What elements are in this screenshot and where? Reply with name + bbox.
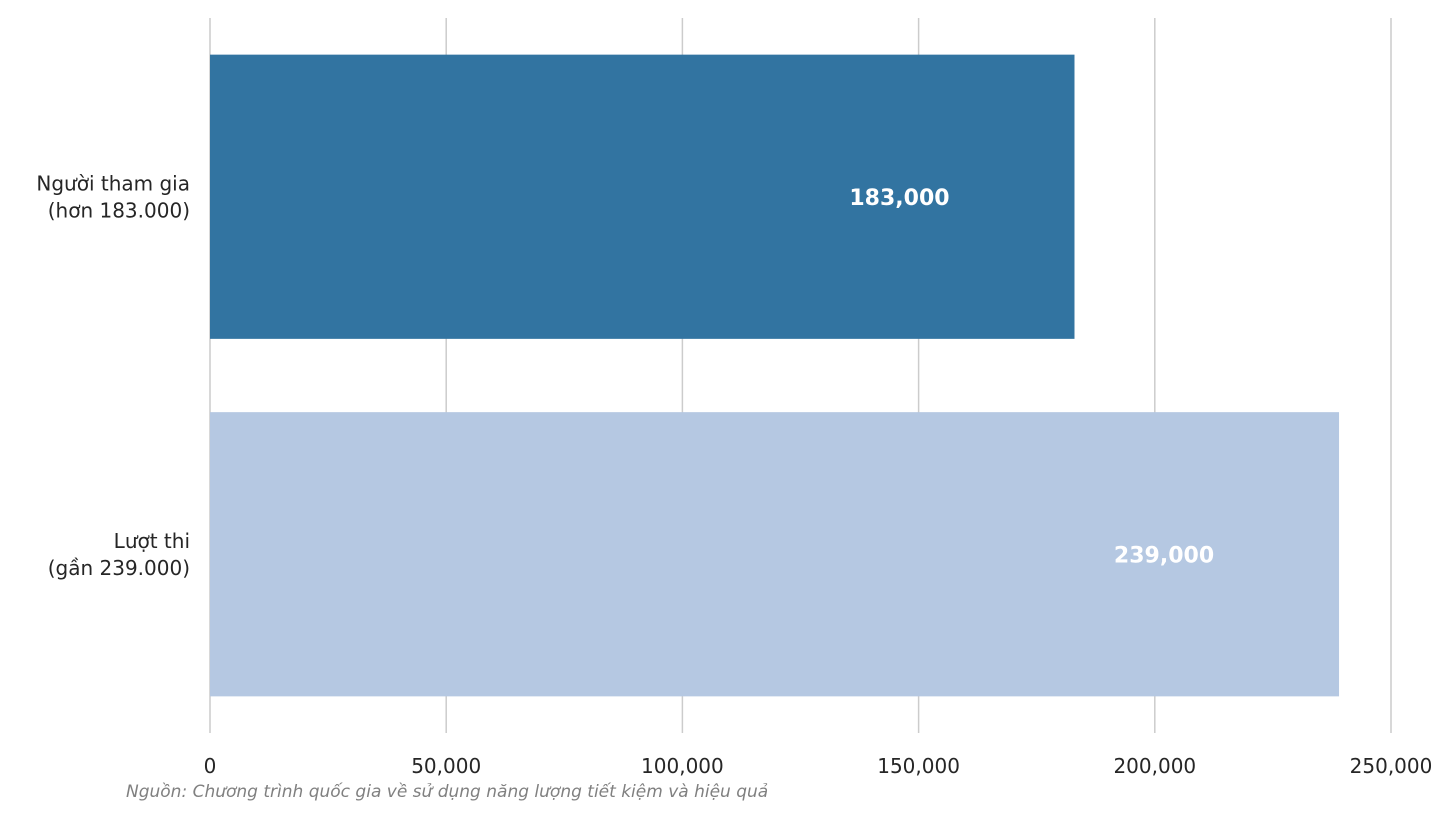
y-axis-category-labels: Người tham gia (hơn 183.000) Lượt thi (gần … bbox=[36, 171, 190, 580]
x-axis-tick-labels: 0 50,000 100,000 150,000 200,000 250,000 bbox=[204, 754, 1433, 778]
bar-labels: 183,000 239,000 bbox=[849, 186, 1214, 569]
x-tick-label: 100,000 bbox=[641, 754, 724, 778]
category-label: Người tham gia (hơn 183.000) bbox=[36, 171, 190, 222]
x-tick-label: 0 bbox=[204, 754, 217, 778]
source-note: Nguồn: Chương trình quốc gia về sử dụng … bbox=[126, 781, 768, 802]
bar-value-label: 239,000 bbox=[1114, 543, 1214, 568]
bar bbox=[210, 54, 1075, 339]
category-label: Lượt thi (gần 239.000) bbox=[48, 529, 190, 580]
x-tick-label: 250,000 bbox=[1350, 754, 1433, 778]
bar-value-label: 183,000 bbox=[849, 186, 949, 211]
bars bbox=[210, 54, 1340, 697]
x-tick-label: 200,000 bbox=[1113, 754, 1196, 778]
x-tick-label: 150,000 bbox=[877, 754, 960, 778]
x-tick-label: 50,000 bbox=[411, 754, 481, 778]
bar bbox=[210, 412, 1340, 697]
